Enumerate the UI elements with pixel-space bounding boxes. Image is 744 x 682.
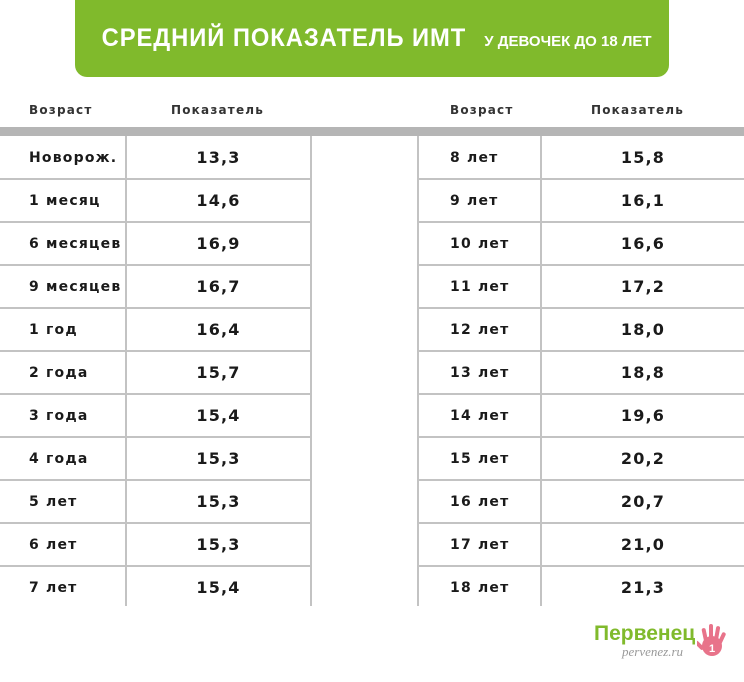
- age-cell: 5 лет: [29, 493, 78, 510]
- row-divider: [418, 565, 744, 567]
- bmi-value-cell: 18,8: [620, 363, 666, 382]
- row-divider: [418, 436, 744, 438]
- bmi-value-cell: 14,6: [196, 191, 241, 210]
- row-divider: [418, 522, 744, 524]
- row-divider: [418, 479, 744, 481]
- column-divider: [540, 136, 542, 606]
- bmi-value-cell: 16,6: [620, 234, 666, 253]
- bmi-value-cell: 19,6: [620, 406, 666, 425]
- page-subtitle: У ДЕВОЧЕК ДО 18 ЛЕТ: [484, 33, 652, 50]
- age-cell: 8 лет: [450, 149, 499, 166]
- row-divider: [0, 565, 310, 567]
- title-banner: СРЕДНИЙ ПОКАЗАТЕЛЬ ИМТ У ДЕВОЧЕК ДО 18 Л…: [75, 0, 669, 77]
- age-cell: 9 месяцев: [29, 278, 122, 295]
- age-cell: 3 года: [29, 407, 89, 424]
- age-cell: 13 лет: [450, 364, 510, 381]
- age-cell: 4 года: [29, 450, 89, 467]
- logo-name: Первенец: [594, 622, 696, 645]
- hand-icon: 1: [697, 624, 726, 656]
- age-cell: 11 лет: [450, 278, 510, 295]
- header-divider: [0, 127, 744, 136]
- age-cell: Новорож.: [29, 149, 118, 166]
- row-divider: [0, 307, 310, 309]
- header-age-left: Возраст: [29, 103, 93, 117]
- row-divider: [418, 178, 744, 180]
- age-cell: 7 лет: [29, 579, 78, 596]
- row-divider: [0, 436, 310, 438]
- logo-url: pervenez.ru: [622, 644, 684, 659]
- age-cell: 10 лет: [450, 235, 510, 252]
- bmi-value-cell: 20,7: [620, 492, 666, 511]
- bmi-value-cell: 13,3: [196, 148, 241, 167]
- bmi-value-cell: 20,2: [620, 449, 666, 468]
- header-value-left: Показатель: [171, 103, 265, 117]
- row-divider: [0, 479, 310, 481]
- page-title: СРЕДНИЙ ПОКАЗАТЕЛЬ ИМТ: [102, 24, 467, 52]
- bmi-value-cell: 15,7: [196, 363, 241, 382]
- row-divider: [0, 264, 310, 266]
- row-divider: [418, 307, 744, 309]
- age-cell: 2 года: [29, 364, 89, 381]
- age-cell: 1 год: [29, 321, 78, 338]
- row-divider: [0, 178, 310, 180]
- row-divider: [418, 393, 744, 395]
- age-cell: 15 лет: [450, 450, 510, 467]
- age-cell: 18 лет: [450, 579, 510, 596]
- age-cell: 16 лет: [450, 493, 510, 510]
- column-divider: [310, 136, 312, 606]
- age-cell: 6 лет: [29, 536, 78, 553]
- bmi-value-cell: 18,0: [620, 320, 666, 339]
- age-cell: 17 лет: [450, 536, 510, 553]
- bmi-value-cell: 15,4: [196, 578, 241, 597]
- row-divider: [418, 264, 744, 266]
- row-divider: [0, 221, 310, 223]
- svg-text:1: 1: [709, 643, 715, 655]
- row-divider: [418, 221, 744, 223]
- age-cell: 1 месяц: [29, 192, 101, 209]
- header-value-right: Показатель: [591, 103, 685, 117]
- bmi-value-cell: 16,4: [196, 320, 241, 339]
- bmi-value-cell: 15,3: [196, 492, 241, 511]
- column-divider: [417, 136, 419, 606]
- row-divider: [418, 350, 744, 352]
- bmi-value-cell: 15,4: [196, 406, 241, 425]
- bmi-value-cell: 15,8: [620, 148, 666, 167]
- row-divider: [0, 393, 310, 395]
- age-cell: 14 лет: [450, 407, 510, 424]
- age-cell: 6 месяцев: [29, 235, 122, 252]
- header-age-right: Возраст: [450, 103, 514, 117]
- bmi-value-cell: 17,2: [620, 277, 666, 296]
- row-divider: [0, 350, 310, 352]
- bmi-value-cell: 21,3: [620, 578, 666, 597]
- bmi-value-cell: 16,9: [196, 234, 241, 253]
- row-divider: [0, 522, 310, 524]
- bmi-value-cell: 16,7: [196, 277, 241, 296]
- column-divider: [125, 136, 127, 606]
- bmi-value-cell: 21,0: [620, 535, 666, 554]
- age-cell: 9 лет: [450, 192, 499, 209]
- bmi-value-cell: 15,3: [196, 535, 241, 554]
- bmi-value-cell: 15,3: [196, 449, 241, 468]
- bmi-value-cell: 16,1: [620, 191, 666, 210]
- logo: Первенец pervenez.ru: [594, 622, 696, 659]
- age-cell: 12 лет: [450, 321, 510, 338]
